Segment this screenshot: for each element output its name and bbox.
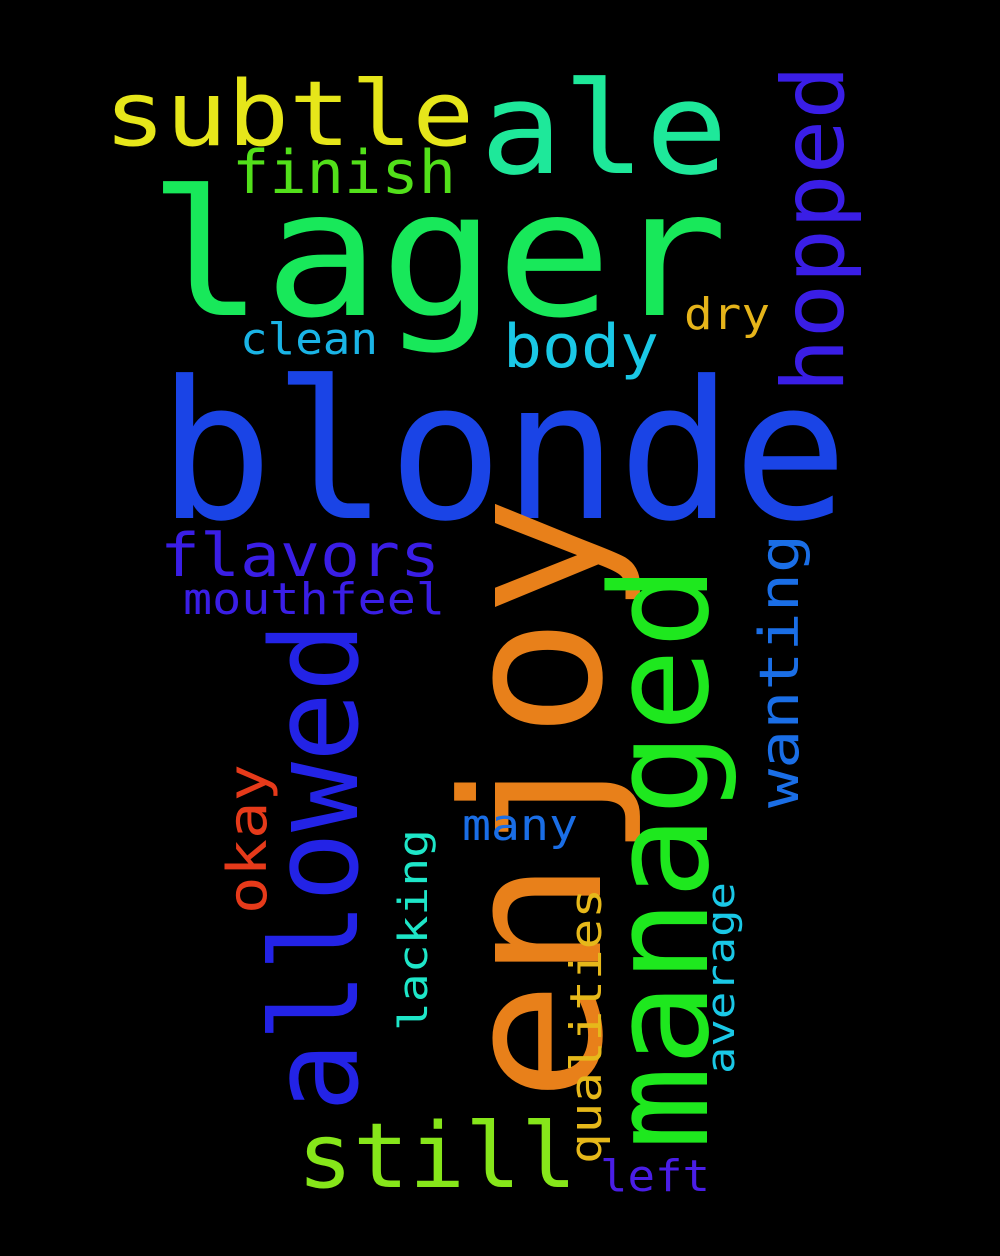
word-mouthfeel: mouthfeel	[183, 574, 445, 625]
word-many: many	[462, 800, 578, 851]
word-still: still	[297, 1104, 577, 1209]
word-finish: finish	[232, 138, 456, 208]
word-clean: clean	[240, 314, 378, 365]
word-qualities: qualities	[561, 888, 612, 1164]
word-allowed: allowed	[247, 622, 386, 1112]
word-subtle: subtle	[104, 62, 474, 167]
word-average: average	[699, 882, 743, 1074]
word-lager: lager	[148, 154, 728, 357]
word-managed: managed	[582, 565, 739, 1150]
word-body: body	[503, 312, 659, 382]
word-wanting: wanting	[748, 534, 811, 808]
word-dry: dry	[684, 289, 770, 340]
word-flavors: flavors	[160, 521, 440, 591]
word-ale: ale	[480, 55, 728, 204]
word-lacking: lacking	[391, 829, 437, 1031]
word-blonde: blonde	[158, 341, 848, 564]
word-hopped: hopped	[764, 65, 864, 393]
word-okay: okay	[216, 764, 279, 914]
word-enjoy: enjoy	[423, 496, 646, 1102]
word-left: left	[600, 1151, 710, 1202]
